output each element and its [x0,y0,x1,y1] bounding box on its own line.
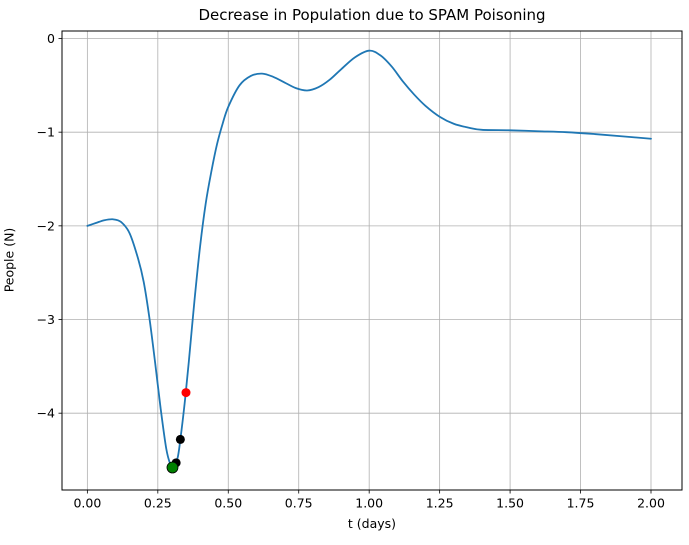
y-tick-label: −4 [37,406,55,421]
black-point-upper [175,434,185,444]
y-tick-label: 0 [47,31,55,46]
y-tick-label: −1 [37,125,55,140]
population-curve [86,49,652,469]
red-point [181,388,191,398]
x-tick-label: 0.25 [144,496,172,511]
x-tick-label: 0.00 [73,496,101,511]
x-tick-label: 1.00 [355,496,383,511]
x-tick-label: 0.75 [285,496,313,511]
axes-frame [61,30,683,491]
plot-area [62,31,682,490]
y-axis-label: People (N) [1,227,17,293]
green-point [166,461,179,474]
y-tick-label: −3 [37,312,55,327]
x-tick-label: 0.50 [214,496,242,511]
chart-title: Decrease in Population due to SPAM Poiso… [198,6,546,24]
x-tick-label: 2.00 [637,496,665,511]
y-tick-label: −2 [37,218,55,233]
x-tick-label: 1.25 [426,496,454,511]
x-tick-label: 1.75 [567,496,595,511]
x-tick-label: 1.50 [496,496,524,511]
x-axis-label: t (days) [347,516,397,531]
